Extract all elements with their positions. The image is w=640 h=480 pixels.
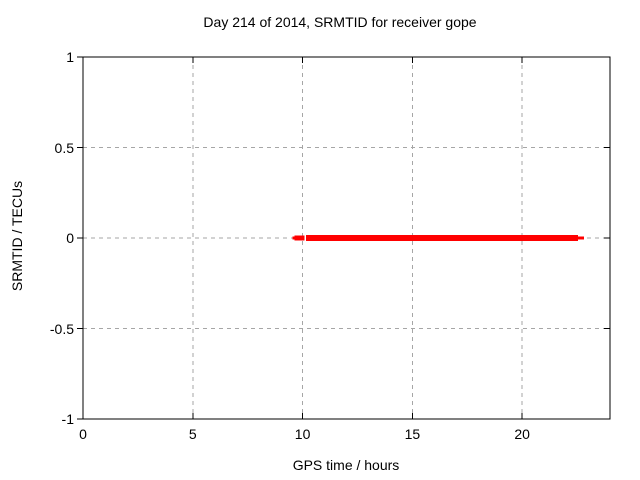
x-tick-label: 15 <box>404 426 421 442</box>
x-tick-label: 10 <box>294 426 311 442</box>
y-tick-label: -0.5 <box>49 320 74 337</box>
x-axis-label: GPS time / hours <box>292 457 400 473</box>
x-tick-label: 5 <box>188 426 197 442</box>
y-axis-label: SRMTID / TECUs <box>9 180 25 292</box>
chart-title: Day 214 of 2014, SRMTID for receiver gop… <box>203 14 477 30</box>
y-tick-label: 1 <box>66 49 74 65</box>
y-tick-label: 0.5 <box>54 139 74 156</box>
x-tick-label: 0 <box>79 426 87 442</box>
y-tick-label: 0 <box>66 230 74 246</box>
x-tick-label: 20 <box>514 426 530 442</box>
y-tick-label: -1 <box>61 411 74 427</box>
